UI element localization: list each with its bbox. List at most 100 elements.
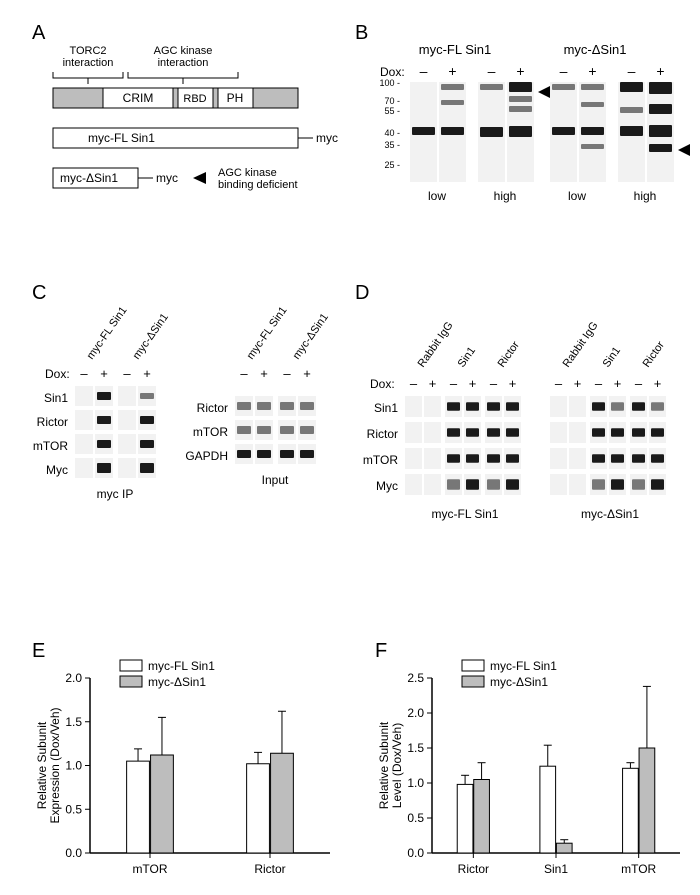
svg-text:myc-ΔSin1: myc-ΔSin1 [490,675,548,689]
svg-text:–: – [80,366,88,381]
svg-text:+: + [303,366,311,381]
svg-text:Sin1: Sin1 [374,401,398,415]
svg-text:2.0: 2.0 [65,671,82,685]
svg-text:Dox:: Dox: [370,377,395,391]
svg-text:myc-ΔSin1: myc-ΔSin1 [148,675,206,689]
svg-text:Dox:: Dox: [380,65,405,79]
svg-text:mTOR: mTOR [132,862,167,876]
svg-text:Rictor: Rictor [254,862,285,876]
svg-text:0.0: 0.0 [407,846,424,860]
svg-text:mTOR: mTOR [33,439,68,453]
svg-text:70 -: 70 - [384,96,400,106]
svg-text:+: + [509,376,517,391]
svg-text:0.5: 0.5 [65,802,82,816]
svg-text:high: high [634,189,657,203]
svg-text:myc-ΔSin1: myc-ΔSin1 [291,311,331,361]
svg-text:Level (Dox/Veh): Level (Dox/Veh) [390,723,404,808]
svg-text:myc: myc [156,171,178,185]
svg-text:Relative Subunit: Relative Subunit [377,721,391,809]
svg-text:1.5: 1.5 [407,741,424,755]
svg-text:GAPDH: GAPDH [185,449,228,463]
svg-text:Relative Subunit: Relative Subunit [35,721,49,809]
svg-text:RBD: RBD [183,93,206,105]
svg-text:myc-FL Sin1: myc-FL Sin1 [148,659,215,673]
svg-text:–: – [628,63,636,79]
svg-text:100 -: 100 - [379,78,400,88]
svg-text:–: – [240,366,248,381]
svg-text:–: – [490,376,498,391]
svg-text:Rictor: Rictor [641,339,667,370]
svg-text:myc-FL Sin1: myc-FL Sin1 [85,305,130,362]
svg-text:myc-FL Sin1: myc-FL Sin1 [490,659,557,673]
svg-text:+: + [100,366,108,381]
svg-text:–: – [450,376,458,391]
panel-f-chart: 0.00.51.01.52.02.5Relative SubunitLevel … [372,648,690,888]
panel-d-blot: Rabbit IgGSin1RictorRabbit IgGSin1Rictor… [360,290,690,550]
svg-text:Rictor: Rictor [37,415,68,429]
svg-text:Rictor: Rictor [458,862,489,876]
svg-text:1.5: 1.5 [65,715,82,729]
svg-text:+: + [143,366,151,381]
svg-text:–: – [595,376,603,391]
svg-text:myc IP: myc IP [97,487,134,501]
panel-c-blot: myc-FL Sin1myc-ΔSin1myc-FL Sin1myc-ΔSin1… [30,300,350,530]
panel-a-diagram: TORC2interactionAGC kinaseinteractionCRI… [28,40,338,210]
svg-text:–: – [420,63,428,79]
svg-text:myc-FL Sin1: myc-FL Sin1 [88,131,155,145]
svg-text:myc-FL Sin1: myc-FL Sin1 [245,305,290,362]
svg-text:myc-FL Sin1: myc-FL Sin1 [419,42,491,57]
svg-text:35 -: 35 - [384,140,400,150]
svg-text:1.0: 1.0 [65,759,82,773]
svg-text:Sin1: Sin1 [44,391,68,405]
svg-text:+: + [448,63,456,79]
svg-text:myc: myc [316,131,338,145]
svg-text:Dox:: Dox: [45,367,70,381]
svg-text:Rictor: Rictor [496,339,522,370]
svg-text:–: – [283,366,291,381]
svg-text:+: + [469,376,477,391]
svg-text:–: – [488,63,496,79]
svg-text:+: + [429,376,437,391]
svg-text:low: low [428,189,446,203]
svg-text:myc-ΔSin1: myc-ΔSin1 [564,42,627,57]
svg-text:Sin1: Sin1 [456,345,478,370]
svg-text:Rabbit IgG: Rabbit IgG [561,320,601,370]
svg-text:40 -: 40 - [384,128,400,138]
svg-text:mTOR: mTOR [621,862,656,876]
svg-text:Rabbit IgG: Rabbit IgG [416,320,456,370]
svg-text:2.0: 2.0 [407,706,424,720]
svg-text:CRIM: CRIM [123,91,154,105]
svg-text:interaction: interaction [63,57,114,69]
panel-e-chart: 0.0 0.5 1.0 1.5 2.0 Relative SubunitExpressio… [30,648,340,888]
svg-text:Sin1: Sin1 [601,345,623,370]
svg-text:Rictor: Rictor [367,427,398,441]
svg-text:interaction: interaction [158,57,209,69]
svg-text:+: + [654,376,662,391]
svg-text:1.0: 1.0 [407,776,424,790]
svg-text:–: – [410,376,418,391]
svg-text:AGC kinase: AGC kinase [218,167,277,179]
svg-text:+: + [656,63,664,79]
svg-text:Myc: Myc [46,463,68,477]
svg-text:0.0: 0.0 [65,846,82,860]
svg-text:25 -: 25 - [384,160,400,170]
svg-text:AGC kinase: AGC kinase [154,45,213,57]
svg-text:Expression (Dox/Veh): Expression (Dox/Veh) [48,707,62,823]
svg-text:–: – [123,366,131,381]
svg-text:mTOR: mTOR [363,453,398,467]
svg-text:+: + [260,366,268,381]
svg-text:mTOR: mTOR [193,425,228,439]
panel-b-blot: myc-FL Sin1myc-ΔSin1Dox:–+–+–+–+100 -70 … [360,30,690,220]
svg-text:2.5: 2.5 [407,671,424,685]
svg-text:Myc: Myc [376,479,398,493]
svg-text:Sin1: Sin1 [544,862,568,876]
svg-text:+: + [516,63,524,79]
svg-text:–: – [555,376,563,391]
svg-text:low: low [568,189,586,203]
svg-text:high: high [494,189,517,203]
svg-text:myc-ΔSin1: myc-ΔSin1 [581,507,639,521]
svg-text:myc-ΔSin1: myc-ΔSin1 [60,171,118,185]
svg-text:myc-FL Sin1: myc-FL Sin1 [432,507,499,521]
svg-text:TORC2: TORC2 [69,45,106,57]
svg-text:+: + [574,376,582,391]
